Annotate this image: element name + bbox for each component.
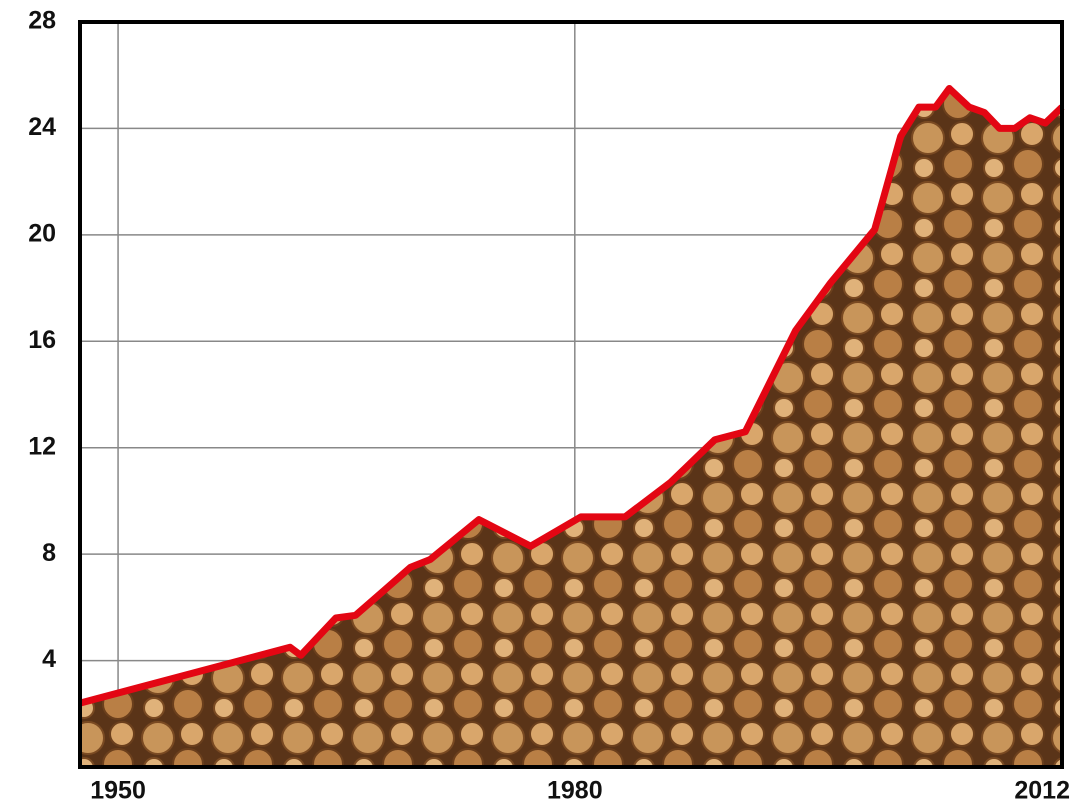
x-tick-label: 2012 (1014, 777, 1070, 805)
y-tick-label: 20 (28, 219, 56, 247)
y-tick-label: 4 (42, 645, 56, 673)
x-tick-label: 1950 (90, 777, 146, 805)
y-tick-label: 28 (28, 7, 56, 35)
plot-frame (78, 20, 1064, 769)
x-tick-label: 1980 (547, 777, 603, 805)
y-tick-label: 16 (28, 326, 56, 354)
log-area (80, 88, 1062, 767)
line (79, 85, 1065, 707)
y-tick-label: 12 (28, 432, 56, 460)
y-tick-label: 8 (42, 539, 56, 567)
y-tick-label: 24 (28, 113, 56, 141)
